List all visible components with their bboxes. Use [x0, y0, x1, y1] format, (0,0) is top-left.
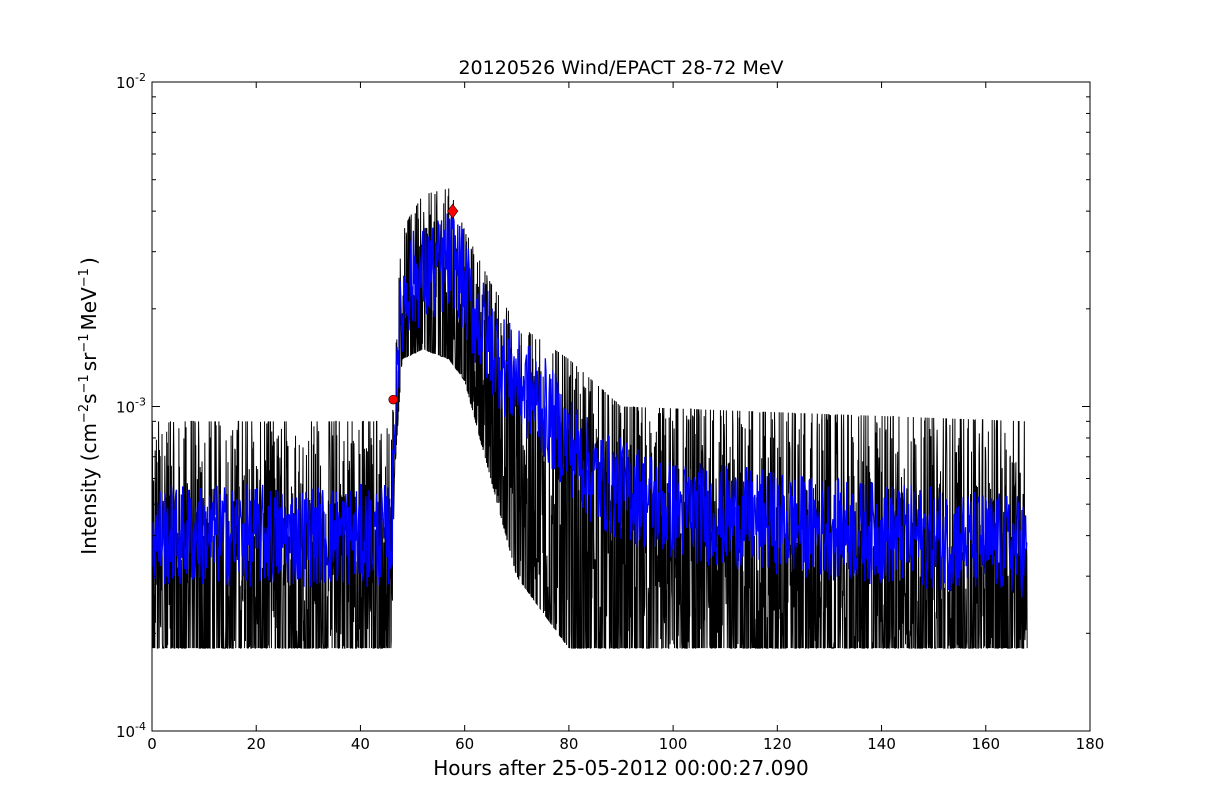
x-tick-label: 80 [559, 735, 578, 753]
peak-marker [447, 203, 459, 219]
x-tick-label: 120 [763, 735, 792, 753]
y-tick-label: 10-3 [116, 396, 146, 417]
x-tick-label: 20 [247, 735, 266, 753]
onset-marker [388, 394, 399, 405]
series-layer [152, 188, 1028, 649]
x-tick-label: 100 [659, 735, 688, 753]
x-tick-label: 140 [867, 735, 896, 753]
raw-intensity-series [152, 188, 1028, 649]
x-tick-label: 180 [1076, 735, 1105, 753]
axis-ticks: 0 20 40 60 80 100 120 140 160 180 10-4 10-3 10-2 [116, 71, 1104, 753]
y-tick-label: 10-4 [116, 720, 146, 741]
x-tick-label: 40 [351, 735, 370, 753]
x-tick-label: 160 [971, 735, 1000, 753]
x-tick-label: 60 [455, 735, 474, 753]
y-axis-label: Intensity (cm−2s−1sr−1MeV−1) [77, 257, 101, 555]
smoothed-intensity-series [152, 213, 1028, 598]
y-tick-label: 10-2 [116, 71, 146, 92]
chart-title: 20120526 Wind/EPACT 28-72 MeV [458, 57, 783, 79]
plot-area [152, 188, 1028, 649]
x-axis-label: Hours after 25-05-2012 00:00:27.090 [433, 756, 809, 780]
x-tick-label: 0 [147, 735, 157, 753]
